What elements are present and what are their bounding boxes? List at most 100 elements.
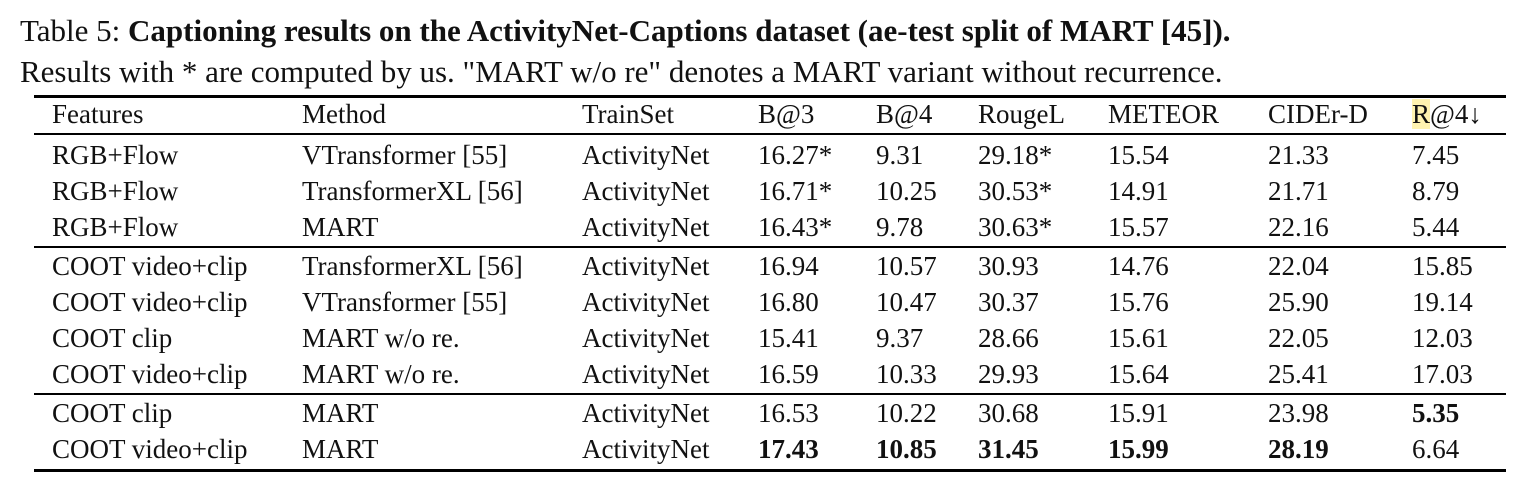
- table-cell: 17.03: [1412, 359, 1473, 389]
- table-cell: ActivityNet: [582, 398, 710, 428]
- table-cell: COOT video+clip: [52, 434, 248, 464]
- table-cell: MART w/o re.: [302, 323, 460, 353]
- table-cell: 9.31: [876, 140, 924, 170]
- table-row: COOT video+clip MART w/o re. ActivityNet 16…: [34, 356, 1506, 392]
- table-cell: 21.71: [1268, 176, 1329, 206]
- table-cell: 10.57: [876, 251, 937, 281]
- table-row: COOT clip MART w/o re. ActivityNet 15.41 9.3…: [34, 320, 1506, 356]
- table-cell: 30.37: [978, 287, 1039, 317]
- table-cell: 22.04: [1268, 251, 1329, 281]
- header-cider: CIDEr-D: [1268, 99, 1368, 129]
- table-cell: 12.03: [1412, 323, 1473, 353]
- table-cell: 6.64: [1412, 434, 1460, 464]
- header-b3: B@3: [758, 99, 815, 129]
- table-cell: 15.57: [1108, 212, 1169, 242]
- header-rule: [34, 133, 1506, 135]
- table-cell: VTransformer [55]: [302, 287, 508, 317]
- table-cell: ActivityNet: [582, 323, 710, 353]
- table-row: COOT clip MART ActivityNet 16.53 10.22 30.68 1…: [34, 395, 1506, 431]
- bottom-rule: [34, 469, 1506, 472]
- table-cell: 29.93: [978, 359, 1039, 389]
- table-cell: 7.45: [1412, 140, 1460, 170]
- table-cell: 16.43*: [758, 212, 833, 242]
- header-r4-rest: @4↓: [1430, 99, 1482, 129]
- table-cell: 19.14: [1412, 287, 1473, 317]
- table-cell: ActivityNet: [582, 434, 710, 464]
- table-cell: 5.35: [1412, 398, 1460, 428]
- table-cell: 16.27*: [758, 140, 833, 170]
- table-cell: 28.66: [978, 323, 1039, 353]
- table-cell: 30.93: [978, 251, 1039, 281]
- table-cell: ActivityNet: [582, 140, 710, 170]
- table-row: RGB+Flow VTransformer [55] ActivityNet 16.2…: [34, 137, 1506, 173]
- table-cell: 25.41: [1268, 359, 1329, 389]
- table-cell: ActivityNet: [582, 176, 710, 206]
- table-cell: 16.53: [758, 398, 819, 428]
- group-separator-rule: [34, 393, 1506, 395]
- header-features: Features: [52, 99, 144, 129]
- table-cell: COOT clip: [52, 398, 173, 428]
- table-cell: RGB+Flow: [52, 176, 179, 206]
- table-cell: 10.25: [876, 176, 937, 206]
- caption-label: Table 5:: [20, 13, 121, 48]
- table-cell: 9.37: [876, 323, 924, 353]
- table-cell: 14.76: [1108, 251, 1169, 281]
- caption-line-1: Table 5: Captioning results on the Activ…: [20, 10, 1520, 51]
- table-cell: RGB+Flow: [52, 140, 179, 170]
- table-cell: ActivityNet: [582, 251, 710, 281]
- table-cell: ActivityNet: [582, 212, 710, 242]
- table-cell: VTransformer [55]: [302, 140, 508, 170]
- table-cell: 10.33: [876, 359, 937, 389]
- table-cell: 15.61: [1108, 323, 1169, 353]
- table-cell: COOT video+clip: [52, 251, 248, 281]
- header-rougel: RougeL: [978, 99, 1065, 129]
- table-cell: MART w/o re.: [302, 359, 460, 389]
- table-cell: 30.63*: [978, 212, 1053, 242]
- table-row: RGB+Flow MART ActivityNet 16.43* 9.78 30.63* 1…: [34, 209, 1506, 245]
- table-cell: 9.78: [876, 212, 924, 242]
- table-cell: 15.54: [1108, 140, 1169, 170]
- table-cell: 21.33: [1268, 140, 1329, 170]
- table-cell: TransformerXL [56]: [302, 176, 523, 206]
- table-cell: 15.85: [1412, 251, 1473, 281]
- table-cell: 16.59: [758, 359, 819, 389]
- table-cell: 16.94: [758, 251, 819, 281]
- header-row: Features Method TrainSet B@3 B@4 RougeL …: [34, 96, 1506, 132]
- table-cell: COOT clip: [52, 323, 173, 353]
- table-cell: 30.68: [978, 398, 1039, 428]
- table-cell: 30.53*: [978, 176, 1053, 206]
- table-cell: 10.47: [876, 287, 937, 317]
- table-cell: 25.90: [1268, 287, 1329, 317]
- header-meteor: METEOR: [1108, 99, 1219, 129]
- table-cell: 22.05: [1268, 323, 1329, 353]
- table-cell: 15.41: [758, 323, 819, 353]
- header-r4-highlight: R: [1412, 99, 1431, 129]
- table-cell: 16.80: [758, 287, 819, 317]
- caption-title: Captioning results on the ActivityNet-Ca…: [128, 13, 1231, 48]
- top-rule: [34, 95, 1506, 98]
- table-cell: 5.44: [1412, 212, 1460, 242]
- header-method: Method: [302, 99, 386, 129]
- table-caption: Table 5: Captioning results on the Activ…: [20, 10, 1520, 92]
- table-row: COOT video+clip MART ActivityNet 17.43 10.85…: [34, 431, 1506, 467]
- table-cell: 15.99: [1108, 434, 1169, 464]
- header-b4: B@4: [876, 99, 933, 129]
- table-cell: 31.45: [978, 434, 1039, 464]
- table-cell: 15.76: [1108, 287, 1169, 317]
- header-trainset: TrainSet: [582, 99, 675, 129]
- caption-note: Results with * are computed by us. "MART…: [20, 54, 1223, 89]
- table-cell: 15.64: [1108, 359, 1169, 389]
- header-r4: R@4↓: [1412, 96, 1482, 132]
- table-cell: 28.19: [1268, 434, 1329, 464]
- table-cell: ActivityNet: [582, 359, 710, 389]
- table-cell: 17.43: [758, 434, 819, 464]
- table-row: COOT video+clip TransformerXL [56] Activit…: [34, 248, 1506, 284]
- table-row: RGB+Flow TransformerXL [56] ActivityNet 16.…: [34, 173, 1506, 209]
- table-cell: 15.91: [1108, 398, 1169, 428]
- table-cell: 16.71*: [758, 176, 833, 206]
- table-cell: 29.18*: [978, 140, 1053, 170]
- table-cell: 22.16: [1268, 212, 1329, 242]
- table-cell: COOT video+clip: [52, 287, 248, 317]
- table-cell: 14.91: [1108, 176, 1169, 206]
- table-cell: 10.85: [876, 434, 937, 464]
